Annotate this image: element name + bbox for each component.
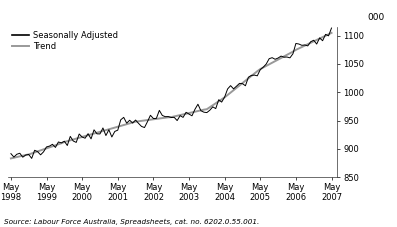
Legend: Seasonally Adjusted, Trend: Seasonally Adjusted, Trend xyxy=(12,31,118,51)
Text: 000: 000 xyxy=(368,13,385,22)
Text: Source: Labour Force Australia, Spreadsheets, cat. no. 6202.0.55.001.: Source: Labour Force Australia, Spreadsh… xyxy=(4,219,259,225)
